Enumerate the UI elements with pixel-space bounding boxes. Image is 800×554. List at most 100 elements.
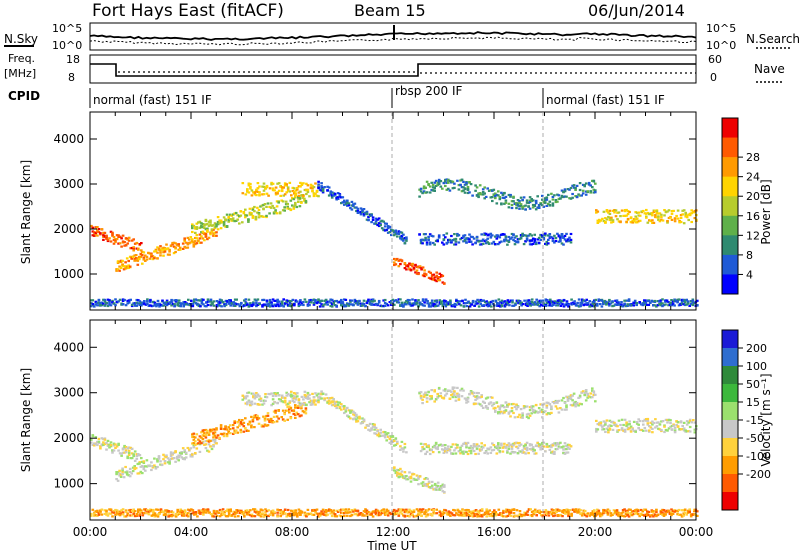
scatter-cell — [204, 436, 208, 439]
scatter-cell — [549, 300, 552, 303]
scatter-cell — [568, 396, 571, 399]
scatter-cell — [383, 304, 387, 307]
scatter-cell — [480, 193, 483, 196]
scatter-cell — [545, 404, 549, 407]
scatter-cell — [566, 188, 570, 191]
scatter-cell — [430, 278, 434, 281]
scatter-cell — [486, 447, 489, 450]
scatter-cell — [440, 487, 443, 490]
scatter-cell — [608, 216, 612, 219]
scatter-cell — [134, 254, 138, 257]
scatter-cell — [188, 509, 192, 512]
scatter-cell — [353, 417, 357, 420]
scatter-cell — [568, 236, 571, 239]
scatter-cell — [515, 445, 518, 448]
scatter-cell — [423, 272, 426, 275]
scatter-cell — [422, 443, 426, 446]
scatter-cell — [154, 466, 158, 469]
scatter-cell — [256, 190, 260, 193]
scatter-cell — [556, 407, 559, 410]
scatter-cell — [146, 299, 149, 302]
scatter-cell — [405, 300, 408, 303]
scatter-cell — [574, 304, 578, 307]
scatter-cell — [528, 201, 532, 204]
scatter-cell — [451, 388, 455, 391]
scatter-cell — [503, 233, 506, 236]
scatter-cell — [295, 412, 299, 416]
scatter-cell — [264, 393, 267, 396]
scatter-cell — [516, 204, 520, 207]
scatter-cell — [183, 301, 187, 304]
scatter-cell — [406, 301, 410, 305]
scatter-cell — [679, 421, 683, 424]
scatter-cell — [115, 512, 119, 515]
scatter-cell — [634, 211, 637, 214]
scatter-cell — [204, 233, 208, 236]
colorbar-tick-label: 24 — [746, 171, 760, 184]
scatter-cell — [569, 241, 573, 244]
scatter-cell — [132, 238, 135, 241]
scatter-cell — [153, 512, 157, 515]
scatter-cell — [247, 298, 251, 301]
scatter-cell — [105, 510, 108, 513]
scatter-cell — [277, 509, 281, 512]
scatter-cell — [541, 235, 544, 239]
scatter-cell — [607, 431, 610, 434]
scatter-cell — [231, 432, 235, 435]
scatter-cell — [501, 193, 505, 197]
scatter-cell — [96, 230, 99, 233]
scatter-cell — [525, 446, 529, 449]
scatter-cell — [456, 509, 460, 512]
scatter-cell — [353, 202, 357, 205]
scatter-cell — [346, 406, 349, 409]
scatter-cell — [486, 305, 490, 308]
scatter-cell — [256, 206, 259, 209]
scatter-cell — [566, 443, 570, 446]
scatter-cell — [525, 415, 529, 418]
scatter-cell — [457, 398, 461, 401]
scatter-cell — [225, 433, 229, 436]
scatter-cell — [249, 404, 252, 407]
scatter-cell — [108, 301, 111, 304]
scatter-cell — [586, 190, 589, 193]
scatter-cell — [571, 301, 575, 304]
scatter-cell — [141, 465, 144, 468]
scatter-cell — [415, 269, 419, 272]
colorbar-segment — [722, 274, 738, 295]
scatter-cell — [371, 216, 375, 219]
scatter-cell — [204, 218, 208, 221]
scatter-cell — [433, 279, 437, 282]
scatter-cell — [330, 404, 334, 407]
scatter-cell — [201, 434, 205, 437]
scatter-cell — [423, 269, 426, 272]
scatter-cell — [635, 422, 639, 425]
scatter-cell — [203, 511, 207, 514]
scatter-cell — [595, 419, 598, 422]
scatter-cell — [394, 231, 398, 234]
scatter-cell — [480, 299, 484, 302]
scatter-cell — [181, 242, 185, 245]
scatter-cell — [469, 444, 473, 448]
scatter-cell — [417, 477, 420, 480]
scatter-cell — [380, 512, 384, 515]
scatter-cell — [140, 303, 143, 306]
scatter-cell — [534, 202, 538, 205]
scatter-cell — [441, 303, 445, 306]
scatter-cell — [503, 202, 506, 205]
scatter-cell — [475, 397, 479, 400]
scatter-cell — [344, 201, 348, 204]
scatter-cell — [655, 425, 659, 428]
scatter-cell — [430, 188, 433, 192]
scatter-cell — [643, 299, 646, 302]
scatter-cell — [116, 268, 120, 271]
scatter-cell — [428, 243, 432, 246]
scatter-cell — [285, 394, 288, 397]
scatter-cell — [303, 514, 307, 517]
scatter-cell — [394, 263, 398, 266]
scatter-cell — [297, 401, 301, 404]
scatter-cell — [283, 401, 287, 404]
scatter-cell — [518, 207, 521, 210]
scatter-cell — [462, 511, 466, 515]
scatter-cell — [271, 182, 275, 185]
scatter-cell — [134, 467, 138, 470]
